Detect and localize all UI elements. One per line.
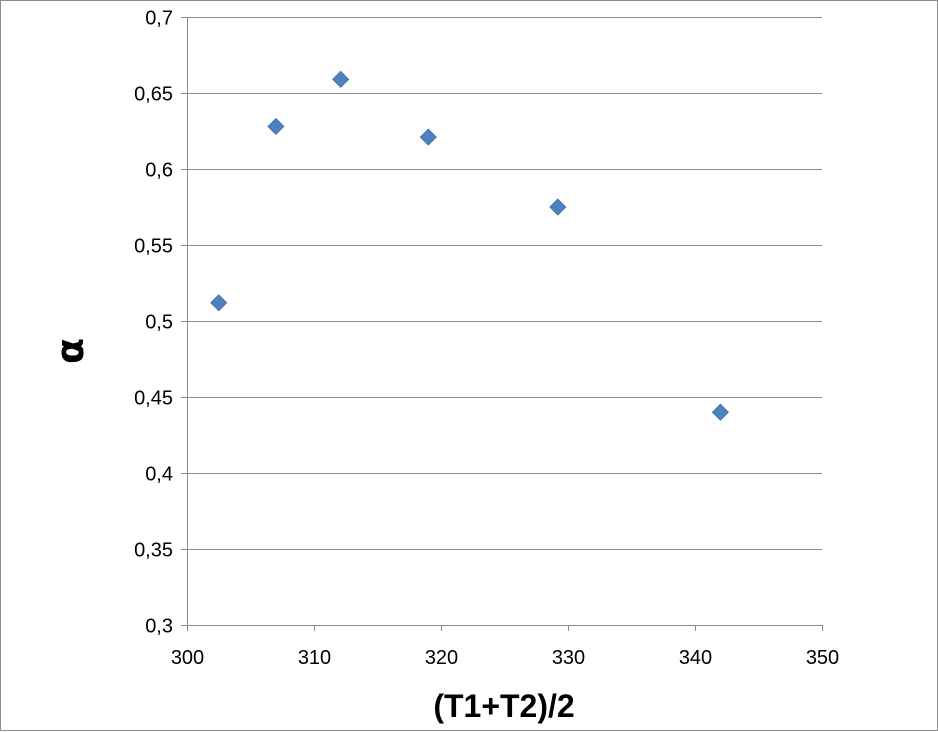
axes	[181, 17, 823, 631]
data-point-marker	[210, 294, 228, 312]
tick-labels: 0,3 0,35 0,4 0,45 0,5 0,55 0,6 0,65 0,7 300 310 320…	[134, 8, 839, 670]
data-point-marker	[711, 403, 729, 421]
y-tick-label: 0,6	[145, 160, 173, 182]
gridlines	[187, 17, 822, 550]
x-tick-label: 310	[298, 647, 331, 669]
x-tick-label: 320	[425, 647, 458, 669]
data-point-marker	[549, 198, 567, 216]
x-tick-label: 350	[806, 647, 839, 669]
x-axis-title: (T1+T2)/2	[433, 688, 574, 724]
y-tick-label: 0,5	[145, 312, 173, 334]
data-point-marker	[419, 128, 437, 146]
y-tick-label: 0,4	[145, 464, 173, 486]
x-tick-label: 330	[552, 647, 585, 669]
y-axis-title: α	[48, 338, 92, 364]
data-point-marker	[267, 117, 285, 136]
y-tick-label: 0,35	[134, 540, 173, 562]
data-point-marker	[332, 70, 350, 88]
y-tick-label: 0,45	[134, 388, 173, 410]
x-tick-label: 340	[679, 647, 712, 669]
data-points	[210, 70, 729, 421]
y-tick-label: 0,7	[145, 8, 173, 30]
y-tick-label: 0,65	[134, 84, 173, 106]
y-tick-label: 0,55	[134, 236, 173, 258]
y-tick-label: 0,3	[145, 616, 173, 638]
x-tick-label: 300	[171, 647, 204, 669]
